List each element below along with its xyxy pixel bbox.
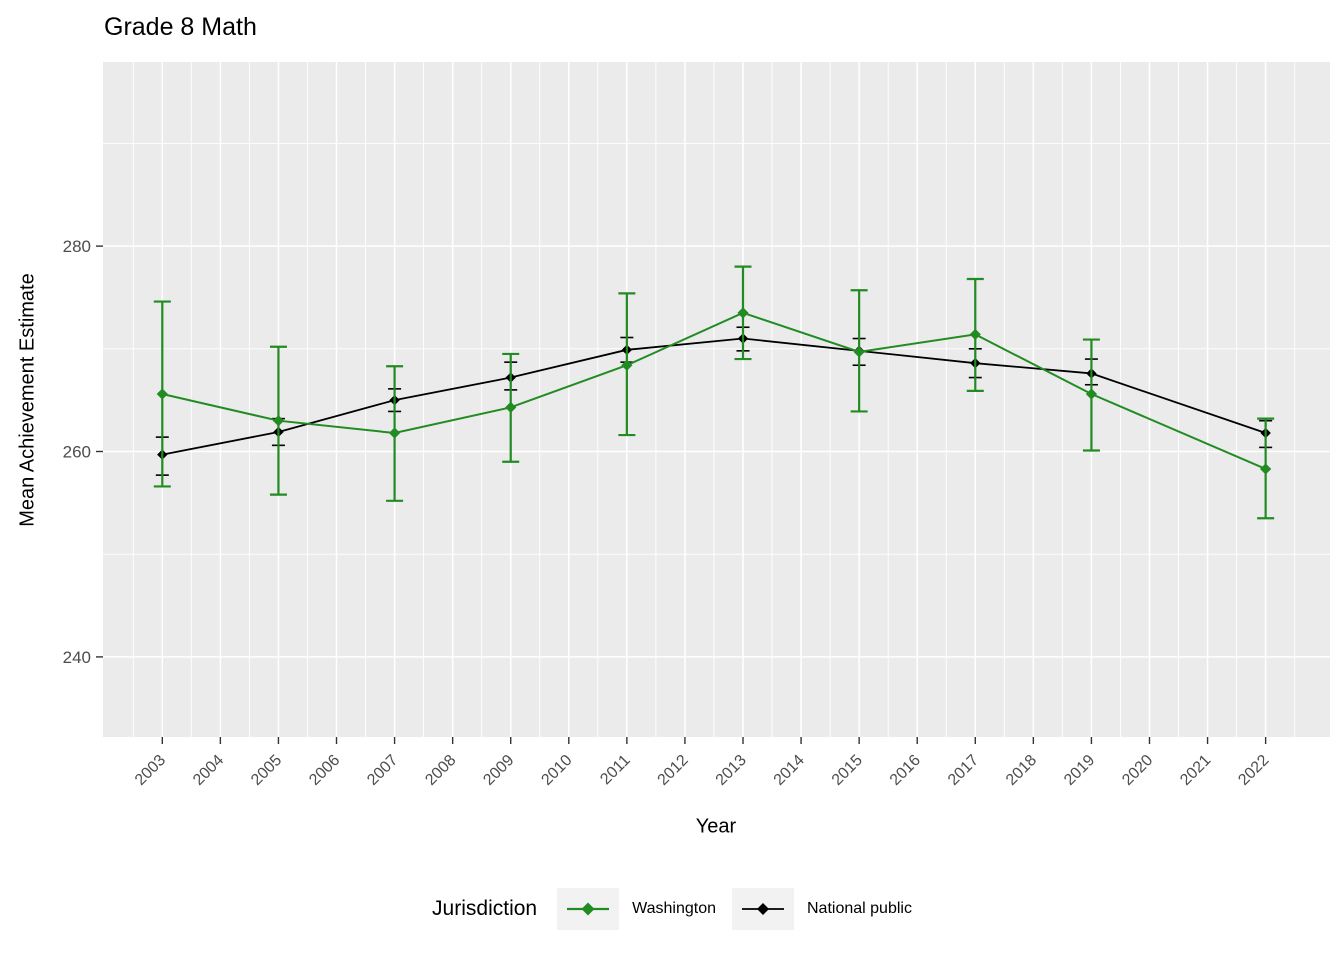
data-point — [853, 346, 865, 358]
x-tick-label: 2007 — [364, 752, 401, 789]
x-tick-label: 2015 — [829, 752, 866, 789]
x-axis-title: Year — [695, 815, 737, 838]
legend-key-national-public — [732, 888, 794, 930]
gridlines — [103, 62, 1330, 737]
x-tick-label: 2009 — [480, 752, 517, 789]
national-public-key-glyph-icon — [742, 903, 784, 915]
data-point — [272, 415, 285, 427]
y-tick-label: 280 — [63, 237, 91, 256]
legend-title: Jurisdiction — [432, 897, 538, 920]
x-tick-labels: 2003 2004 2005 2006 2007 2008 2009 2010 2011 2012… — [132, 752, 1273, 789]
x-tick-label: 2020 — [1119, 752, 1156, 789]
x-tick-label: 2017 — [945, 752, 982, 789]
data-point — [969, 328, 981, 341]
y-tick-label: 240 — [63, 648, 91, 667]
x-tick-label: 2003 — [132, 752, 169, 789]
series-line — [162, 311, 1267, 470]
legend-key-washington — [557, 888, 620, 930]
data-point — [737, 307, 749, 319]
panel-background — [103, 62, 1330, 737]
axis-ticks — [96, 245, 1267, 744]
x-tick-label: 2014 — [771, 752, 808, 789]
x-tick-label: 2008 — [422, 752, 459, 789]
legend-label-national-public: National public — [807, 900, 912, 917]
x-tick-label: 2010 — [538, 752, 575, 789]
data-point — [505, 401, 517, 413]
legend: Jurisdiction Washington National public — [0, 880, 1344, 938]
data-point — [388, 427, 401, 439]
chart-title: Grade 8 Math — [104, 13, 257, 41]
data-point — [156, 388, 168, 400]
data-point — [621, 359, 633, 371]
y-axis-title: Mean Achievement Estimate — [16, 273, 39, 527]
x-tick-label: 2013 — [713, 752, 750, 789]
y-tick-labels: 240 260 280 — [63, 237, 91, 667]
plot-area: 2003 2004 2005 2006 2007 2008 2009 2010 2011 2012… — [63, 62, 1330, 789]
data-point — [1085, 388, 1098, 400]
series-line — [162, 337, 1266, 456]
legend-item-washington: Washington — [557, 888, 716, 930]
x-tick-label: 2016 — [887, 752, 924, 789]
x-tick-label: 2011 — [597, 752, 633, 788]
x-tick-label: 2005 — [248, 752, 285, 789]
series-washington — [153, 265, 1275, 520]
x-tick-label: 2012 — [655, 752, 692, 789]
legend-label-washington: Washington — [632, 900, 716, 917]
washington-key-glyph-icon — [567, 902, 610, 916]
x-tick-label: 2006 — [306, 752, 343, 789]
x-tick-label: 2022 — [1235, 752, 1272, 789]
x-tick-label: 2018 — [1003, 752, 1040, 789]
data-point — [1260, 463, 1272, 475]
x-tick-label: 2004 — [190, 752, 227, 789]
x-tick-label: 2021 — [1177, 752, 1214, 789]
y-tick-label: 260 — [63, 443, 91, 462]
x-tick-label: 2019 — [1061, 752, 1098, 789]
legend-item-national-public: National public — [732, 888, 912, 930]
